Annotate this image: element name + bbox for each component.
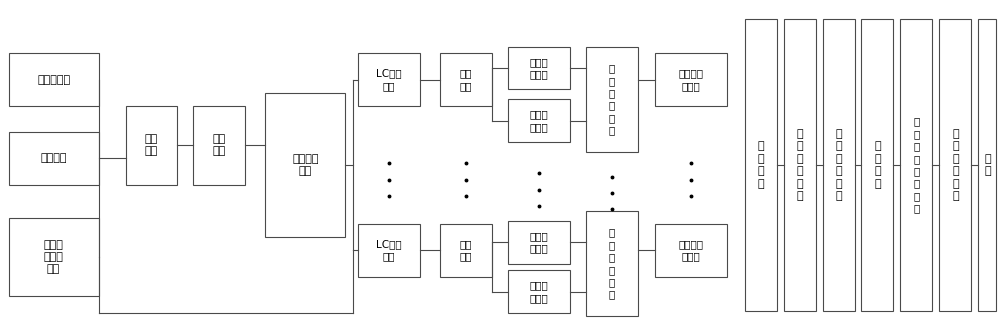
Text: 电
容
切
换
开
关: 电 容 切 换 开 关	[609, 228, 615, 300]
Text: 整
流
稳
压
电
路: 整 流 稳 压 电 路	[835, 129, 842, 201]
Bar	[440, 53, 492, 106]
Text: 发射蓝
牙检测
电路: 发射蓝 牙检测 电路	[44, 240, 64, 275]
Bar	[193, 106, 245, 185]
Text: 电
源
管
理
电
路: 电 源 管 理 电 路	[952, 129, 959, 201]
Text: 中继耦
合电容: 中继耦 合电容	[530, 110, 548, 132]
Bar	[358, 224, 420, 277]
Text: 发射谐
振电容: 发射谐 振电容	[530, 57, 548, 79]
Bar	[9, 217, 99, 296]
Text: 电
容
切
换
开
关: 电 容 切 换 开 关	[609, 63, 615, 135]
Text: 中继耦
合电容: 中继耦 合电容	[530, 280, 548, 303]
Text: 磁共振发
射天线: 磁共振发 射天线	[678, 239, 703, 262]
Bar	[939, 19, 971, 311]
Bar	[586, 47, 638, 152]
Text: 发射谐
振电容: 发射谐 振电容	[530, 231, 548, 253]
Bar	[358, 53, 420, 106]
Bar	[9, 53, 99, 106]
Bar	[784, 19, 816, 311]
Text: 滤
波
电
路: 滤 波 电 路	[874, 141, 881, 189]
Bar	[745, 19, 777, 311]
Bar	[586, 211, 638, 316]
Bar	[265, 93, 345, 237]
Bar	[655, 224, 727, 277]
Text: 驱动
电路: 驱动 电路	[213, 134, 226, 156]
Bar	[861, 19, 893, 311]
Text: 主路
开关: 主路 开关	[460, 68, 472, 91]
Text: 调频
电路: 调频 电路	[145, 134, 158, 156]
Bar	[900, 19, 932, 311]
Bar	[655, 53, 727, 106]
Bar	[440, 224, 492, 277]
Text: 接
收
蓝
牙
控
制
电
路: 接 收 蓝 牙 控 制 电 路	[913, 116, 920, 214]
Bar	[508, 221, 570, 264]
Bar	[9, 132, 99, 185]
Bar	[508, 270, 570, 313]
Bar	[978, 19, 996, 311]
Text: 射频功放
电路: 射频功放 电路	[292, 154, 319, 176]
Text: 主路
开关: 主路 开关	[460, 239, 472, 262]
Text: 电源适配器: 电源适配器	[37, 75, 70, 84]
Text: 负
载: 负 载	[984, 154, 991, 176]
Bar	[823, 19, 855, 311]
Bar	[508, 99, 570, 142]
Text: LC匹配
网络: LC匹配 网络	[376, 68, 402, 91]
Text: 稳压电路: 稳压电路	[40, 153, 67, 163]
Text: 接
收
天
线: 接 收 天 线	[757, 141, 764, 189]
Text: LC匹配
网络: LC匹配 网络	[376, 239, 402, 262]
Text: 磁共振发
射天线: 磁共振发 射天线	[678, 68, 703, 91]
Bar	[508, 47, 570, 89]
Bar	[126, 106, 177, 185]
Text: 接
收
谐
振
网
络: 接 收 谐 振 网 络	[796, 129, 803, 201]
